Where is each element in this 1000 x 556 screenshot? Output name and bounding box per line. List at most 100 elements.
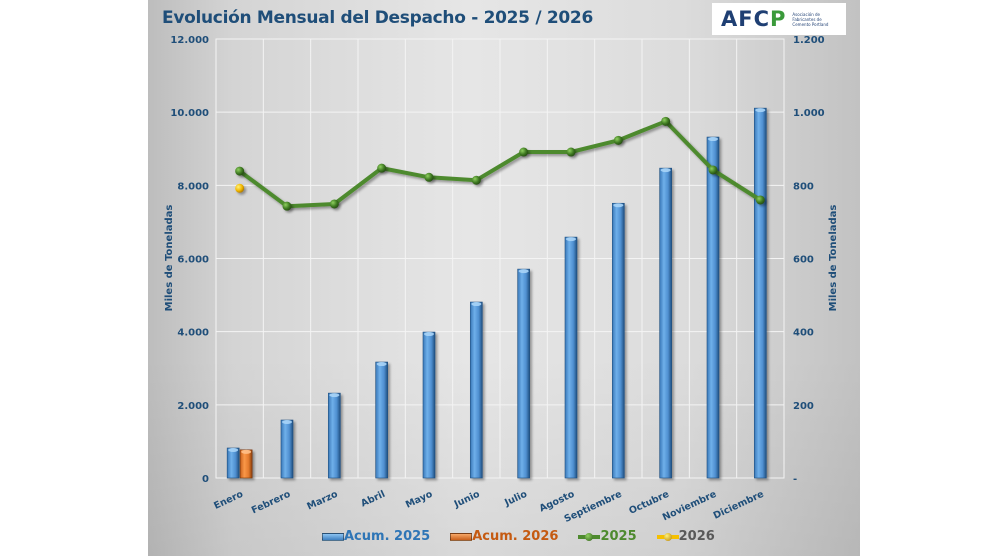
legend-item: Acum. 2025 xyxy=(322,529,430,544)
bar-acum-2025 xyxy=(564,236,578,479)
bar-cap xyxy=(566,237,576,242)
bar-body xyxy=(517,268,530,479)
bar-acum-2025 xyxy=(612,202,625,479)
right-axis-tick-label: 400 xyxy=(793,328,814,339)
bar-body xyxy=(375,361,388,479)
category-label: Mayo xyxy=(404,489,435,511)
logo-text: Asociación de Fabricantes de Cemento Por… xyxy=(792,11,829,27)
point-2025 xyxy=(519,147,529,157)
chart-legend: Acum. 2025 Acum. 2026 2025 2026 xyxy=(322,529,715,544)
category-label: Diciembre xyxy=(712,489,766,522)
point-2025 xyxy=(471,175,481,185)
line-marker-icon xyxy=(578,532,601,542)
bar-acum-2026 xyxy=(239,449,253,479)
bar-cap xyxy=(329,393,340,398)
bar-body xyxy=(659,167,672,479)
bar-cap xyxy=(241,449,252,454)
bar-body xyxy=(754,107,767,479)
point-2025 xyxy=(329,199,339,209)
category-label: Marzo xyxy=(305,489,340,513)
left-axis-tick-label: 2.000 xyxy=(177,401,209,412)
left-axis-tick-label: 12.000 xyxy=(170,35,209,46)
bar-cap xyxy=(228,448,239,453)
bar-acum-2025 xyxy=(754,107,767,479)
legend-label: Acum. 2025 xyxy=(344,529,431,544)
point-2025 xyxy=(235,166,245,176)
bar-body xyxy=(328,392,341,479)
left-axis-title: Miles de Toneladas xyxy=(164,205,175,312)
afcp-logo: AFCP Asociación de Fabricantes de Cement… xyxy=(712,3,846,35)
bar-cap xyxy=(660,168,671,173)
point-2025 xyxy=(424,172,434,182)
bar-cap xyxy=(424,332,434,337)
line-marker-icon xyxy=(656,532,679,542)
bar-acum-2025 xyxy=(226,447,240,479)
point-2025 xyxy=(566,147,576,157)
right-axis-tick-label: - xyxy=(793,474,797,485)
point-2026 xyxy=(235,183,245,193)
right-axis-tick-label: 1.000 xyxy=(793,108,825,119)
bar-acum-2025 xyxy=(422,331,436,479)
bar-acum-2025 xyxy=(659,167,672,479)
right-axis-tick-label: 1.200 xyxy=(793,35,825,46)
legend-item: 2026 xyxy=(656,529,715,544)
legend-item: 2025 xyxy=(578,529,637,544)
bar-cap xyxy=(708,137,718,142)
bar-cap xyxy=(518,269,529,274)
bar-body xyxy=(612,202,625,479)
point-2025 xyxy=(282,201,292,211)
right-axis-tick-label: 200 xyxy=(793,401,814,412)
bar-acum-2025 xyxy=(280,419,294,479)
point-2025 xyxy=(708,165,718,175)
bar-acum-2025 xyxy=(328,392,341,479)
left-axis-tick-label: 6.000 xyxy=(177,255,209,266)
category-label: Julio xyxy=(502,489,529,509)
bar-acum-2025 xyxy=(706,136,720,479)
bar-cap xyxy=(471,302,482,307)
right-axis-title: Miles de Toneladas xyxy=(828,205,839,312)
category-label: Abril xyxy=(359,489,387,510)
category-label: Junio xyxy=(452,489,482,511)
bar-acum-2025 xyxy=(470,301,483,479)
category-label: Noviembre xyxy=(661,489,718,524)
point-2025 xyxy=(661,116,671,126)
bar-cap xyxy=(282,420,292,425)
bar-acum-2025 xyxy=(375,361,388,479)
bar-body xyxy=(706,136,720,479)
bar-body xyxy=(280,419,294,479)
bar-body xyxy=(564,236,578,479)
bar-body xyxy=(422,331,436,479)
bar-swatch-icon xyxy=(450,532,473,541)
bar-acum-2025 xyxy=(517,268,530,479)
point-2025 xyxy=(613,135,623,145)
chart-title: Evolución Mensual del Despacho - 2025 / … xyxy=(162,8,593,28)
bar-series xyxy=(226,107,767,479)
left-axis-tick-label: 10.000 xyxy=(170,108,209,119)
bar-cap xyxy=(755,108,766,113)
axes: 0 2.000 4.000 6.000 8.000 10.000 12.000 - 200 400… xyxy=(164,35,839,525)
left-axis-tick-label: 8.000 xyxy=(177,181,209,192)
bar-swatch-icon xyxy=(322,532,344,541)
left-axis-tick-label: 4.000 xyxy=(177,328,209,339)
line-2025 xyxy=(238,119,762,209)
legend-label: 2025 xyxy=(600,529,637,544)
bar-cap xyxy=(376,362,387,367)
legend-label: Acum. 2026 xyxy=(472,529,559,544)
point-2025 xyxy=(755,195,765,205)
legend-item: Acum. 2026 xyxy=(450,529,558,544)
bar-body xyxy=(226,447,240,479)
line-series xyxy=(235,116,765,211)
category-label: Enero xyxy=(212,489,245,512)
category-label: Febrero xyxy=(250,489,293,517)
gridlines xyxy=(215,38,785,479)
bar-cap xyxy=(613,203,624,208)
bar-body xyxy=(470,301,483,479)
legend-label: 2026 xyxy=(678,529,715,544)
logo-mark: AFCP xyxy=(721,7,787,31)
bar-body xyxy=(239,449,253,479)
right-axis-tick-label: 800 xyxy=(793,181,814,192)
point-2025 xyxy=(377,163,387,173)
left-axis-tick-label: 0 xyxy=(202,474,209,485)
right-axis-tick-label: 600 xyxy=(793,255,814,266)
